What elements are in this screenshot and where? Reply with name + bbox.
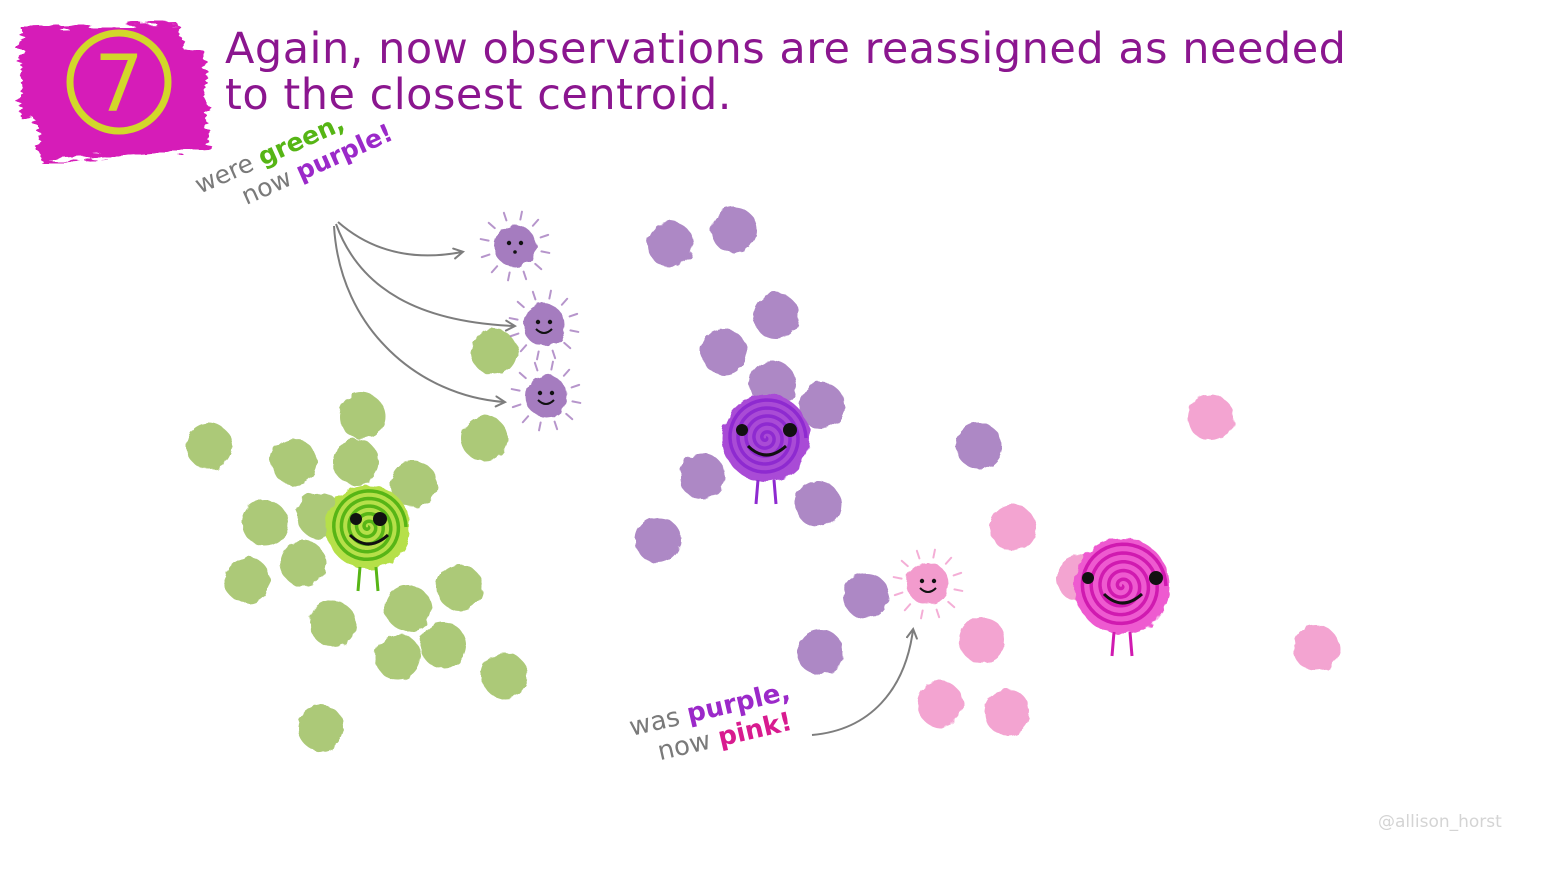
purple-cluster-point: [701, 329, 747, 375]
purple-cluster-point: [795, 481, 841, 527]
reassigned-points: [479, 210, 964, 620]
reassigned-point-2: [508, 289, 580, 361]
purple-cluster-point: [679, 453, 725, 499]
pink-spiral-centroid: [1074, 538, 1170, 657]
green-cluster-point: [280, 540, 326, 586]
data-points: [186, 207, 1339, 751]
green-cluster-point: [375, 634, 421, 680]
purple-cluster-point: [635, 517, 681, 563]
green-cluster-point: [298, 705, 344, 751]
artist-credit: @allison_horst: [1378, 812, 1502, 832]
pink-cluster-point: [1188, 395, 1234, 441]
headline-line-1: Again, now observations are reassigned a…: [225, 24, 1347, 74]
green-cluster-point: [437, 565, 483, 611]
arrow-to-bottom-point: [333, 225, 504, 402]
green-cluster-point: [333, 439, 379, 485]
purple-cluster-point: [753, 293, 799, 339]
purple-cluster-point: [797, 629, 843, 675]
green-cluster-point: [471, 329, 517, 375]
purple-cluster-point: [799, 383, 845, 429]
green-cluster-point: [420, 622, 466, 668]
headline-line-2: to the closest centroid.: [225, 70, 732, 120]
pink-cluster-point: [984, 689, 1030, 735]
pink-cluster-point: [917, 681, 963, 727]
arrow-to-top-point: [337, 221, 462, 255]
centroids: [326, 394, 1170, 657]
purple-cluster-point: [647, 221, 693, 267]
purple-cluster-point: [956, 423, 1002, 469]
pink-cluster-point: [990, 505, 1036, 551]
green-cluster-point: [242, 500, 288, 546]
purple-spiral-centroid: [722, 394, 810, 505]
purple-cluster-point: [843, 573, 889, 619]
headline: Again, now observations are reassigned a…: [225, 26, 1346, 118]
green-cluster-point: [385, 585, 431, 631]
green-cluster-point: [186, 423, 232, 469]
badge-ring: [66, 29, 172, 135]
step-number: 7: [94, 40, 144, 130]
step-badge: 7: [20, 24, 208, 162]
green-cluster-point: [461, 415, 507, 461]
green-cluster-point: [271, 439, 317, 485]
arrow-to-middle-point: [335, 223, 514, 326]
purple-cluster-point: [711, 207, 757, 253]
green-cluster-point: [224, 557, 270, 603]
reassignment-arrows: [333, 221, 913, 736]
reassigned-point-3: [510, 360, 582, 432]
reassigned-point-4: [892, 548, 964, 620]
green-cluster-point: [339, 393, 385, 439]
green-cluster-point: [482, 653, 528, 699]
green-spiral-centroid: [326, 485, 410, 592]
reassigned-point-1: [479, 210, 551, 282]
green-cluster-point: [391, 461, 437, 507]
arrow-to-pink-point: [811, 630, 913, 736]
pink-cluster-point: [1293, 625, 1339, 671]
green-cluster-point: [310, 601, 356, 647]
pink-cluster-point: [959, 617, 1005, 663]
